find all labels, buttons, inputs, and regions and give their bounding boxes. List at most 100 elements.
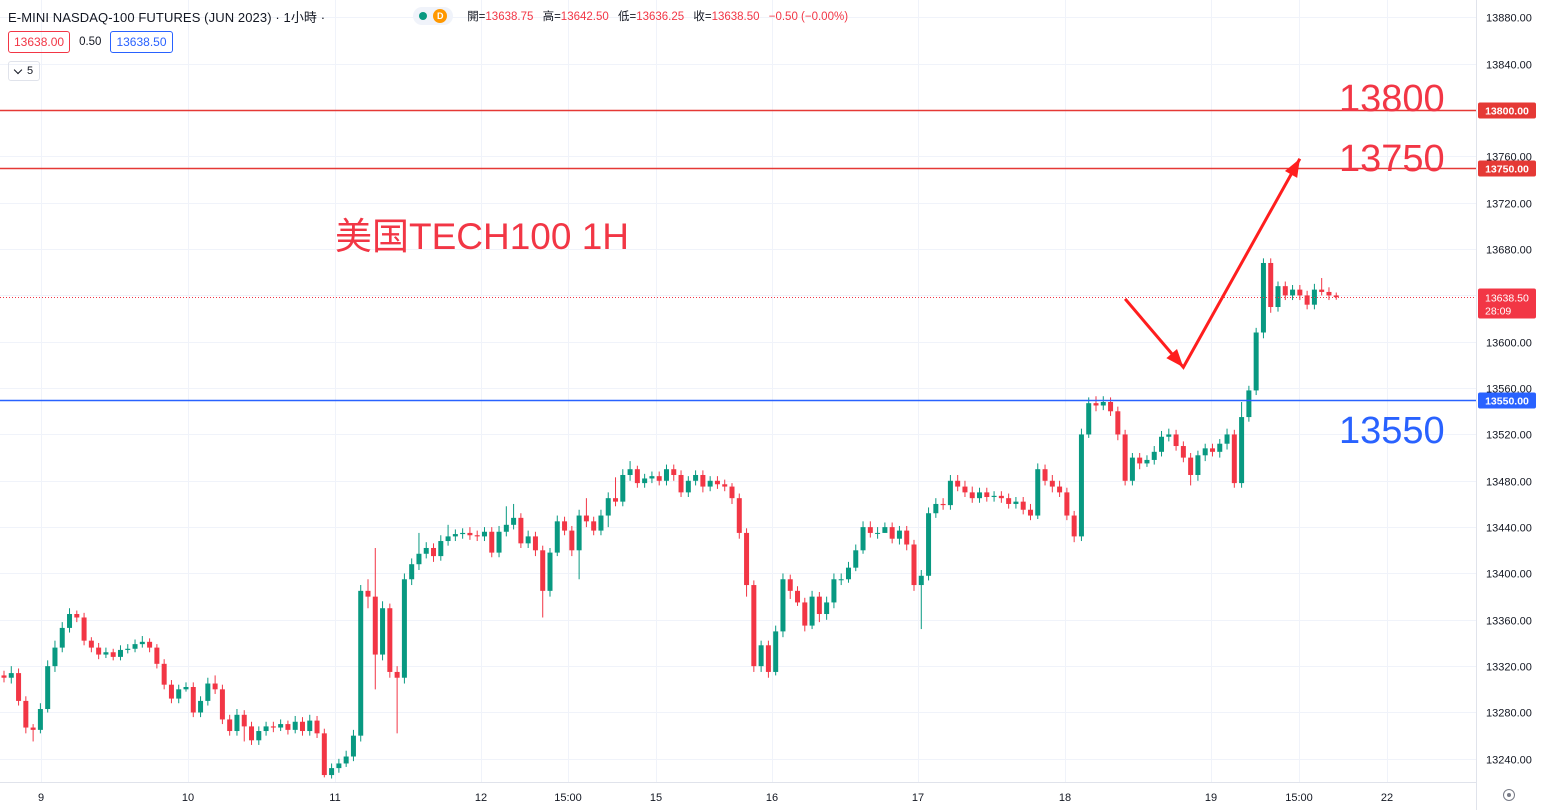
settings-icon[interactable] [1503, 789, 1515, 801]
candle [409, 558, 415, 586]
bar-countdown-label: 28:09 [1485, 306, 1511, 318]
candle-body [1122, 434, 1128, 481]
candle-body [59, 627, 65, 648]
candle-body [977, 492, 983, 499]
candle-body [52, 647, 58, 667]
candle-body [1239, 417, 1245, 484]
candle [147, 638, 153, 653]
candle-body [780, 579, 786, 632]
candle [1180, 441, 1186, 463]
candle [1151, 446, 1157, 465]
candle [977, 487, 983, 503]
candle-body [1042, 469, 1048, 481]
sell-price-button[interactable]: 13638.00 [8, 31, 71, 53]
candle-body [183, 687, 189, 690]
candle-body [1064, 492, 1070, 516]
candle-body [416, 553, 422, 565]
candle [758, 640, 764, 672]
candle [634, 465, 640, 488]
candle-body [1115, 411, 1121, 435]
open-label: 開= [467, 11, 486, 23]
candle-body [889, 527, 895, 539]
symbol-title[interactable]: E-MINI NASDAQ-100 FUTURES (JUN 2023) · 1… [8, 9, 326, 25]
candle [416, 532, 422, 570]
indicators-count: 5 [26, 65, 34, 77]
candle [249, 721, 255, 745]
candle-body [1166, 434, 1172, 437]
quote-panel: 13638.00 0.50 13638.50 [8, 31, 173, 53]
candle-body [110, 652, 116, 657]
candle [947, 474, 953, 510]
time-tick-label: 16 [766, 792, 778, 804]
horizontal-levels[interactable] [0, 109, 1476, 402]
candle [8, 666, 14, 684]
candle-body [787, 579, 793, 591]
candle-body [1049, 480, 1055, 487]
candle-body [431, 547, 437, 557]
change-value: −0.50 (−0.00%) [768, 11, 849, 23]
candle [256, 726, 262, 745]
candle-body [569, 530, 575, 551]
candle-body [452, 534, 458, 537]
candle-body [838, 579, 844, 581]
candle [1304, 290, 1310, 310]
time-axis[interactable]: 9 10 11 12 15:00 15 16 17 18 19 15:00 22 [0, 782, 1476, 805]
candle-body [227, 719, 233, 732]
price-axis[interactable]: 13240.00 13280.00 13320.00 13360.00 13400.00… [1476, 0, 1537, 810]
candle [707, 476, 713, 492]
candle [722, 479, 728, 492]
candle-body [307, 720, 313, 732]
candle-body [205, 683, 211, 701]
candle [1166, 428, 1172, 442]
candle-body [445, 536, 451, 542]
candle [620, 469, 626, 507]
chart-header: E-MINI NASDAQ-100 FUTURES (JUN 2023) · 1… [8, 6, 854, 26]
candle-body [168, 684, 174, 699]
candle [1100, 396, 1106, 411]
candle [889, 522, 895, 544]
candle [787, 574, 793, 599]
candle [489, 527, 495, 558]
candle [831, 573, 837, 609]
candle [962, 480, 968, 498]
close-value: 13638.50 [711, 11, 760, 23]
candle-body [139, 641, 145, 645]
candle [219, 684, 225, 725]
candle-body [16, 673, 22, 701]
last-price-tag [1478, 288, 1536, 319]
candle-body [176, 689, 182, 699]
candle-body [1137, 457, 1143, 464]
candle-body [1159, 436, 1165, 452]
candle [765, 640, 771, 678]
candle-body [656, 476, 662, 481]
candle [67, 608, 73, 633]
indicators-toggle-button[interactable]: 5 [8, 61, 40, 81]
candle-body [736, 498, 742, 533]
candle [139, 636, 145, 648]
candle-body [765, 645, 771, 672]
candle-body [117, 649, 123, 657]
market-status[interactable]: D [413, 7, 454, 25]
candle [1209, 443, 1215, 457]
candle [45, 660, 51, 713]
candle [401, 573, 407, 684]
candle [1137, 452, 1143, 470]
spread-value: 0.50 [79, 36, 102, 48]
candle [438, 535, 444, 561]
price-tick-label: 13240.00 [1486, 755, 1532, 767]
candle [1188, 452, 1194, 486]
candle-body [583, 515, 589, 522]
candle-body [394, 671, 400, 678]
price-tick-label: 13600.00 [1486, 338, 1532, 350]
candle [525, 530, 531, 548]
candle [693, 470, 699, 486]
candle-body [1290, 289, 1296, 296]
candle [1224, 428, 1230, 450]
buy-price-button[interactable]: 13638.50 [110, 31, 173, 53]
level-axis-tag [1478, 102, 1536, 119]
candle [1020, 497, 1026, 515]
candle [911, 539, 917, 591]
candle [1326, 287, 1332, 301]
candle [1122, 429, 1128, 486]
